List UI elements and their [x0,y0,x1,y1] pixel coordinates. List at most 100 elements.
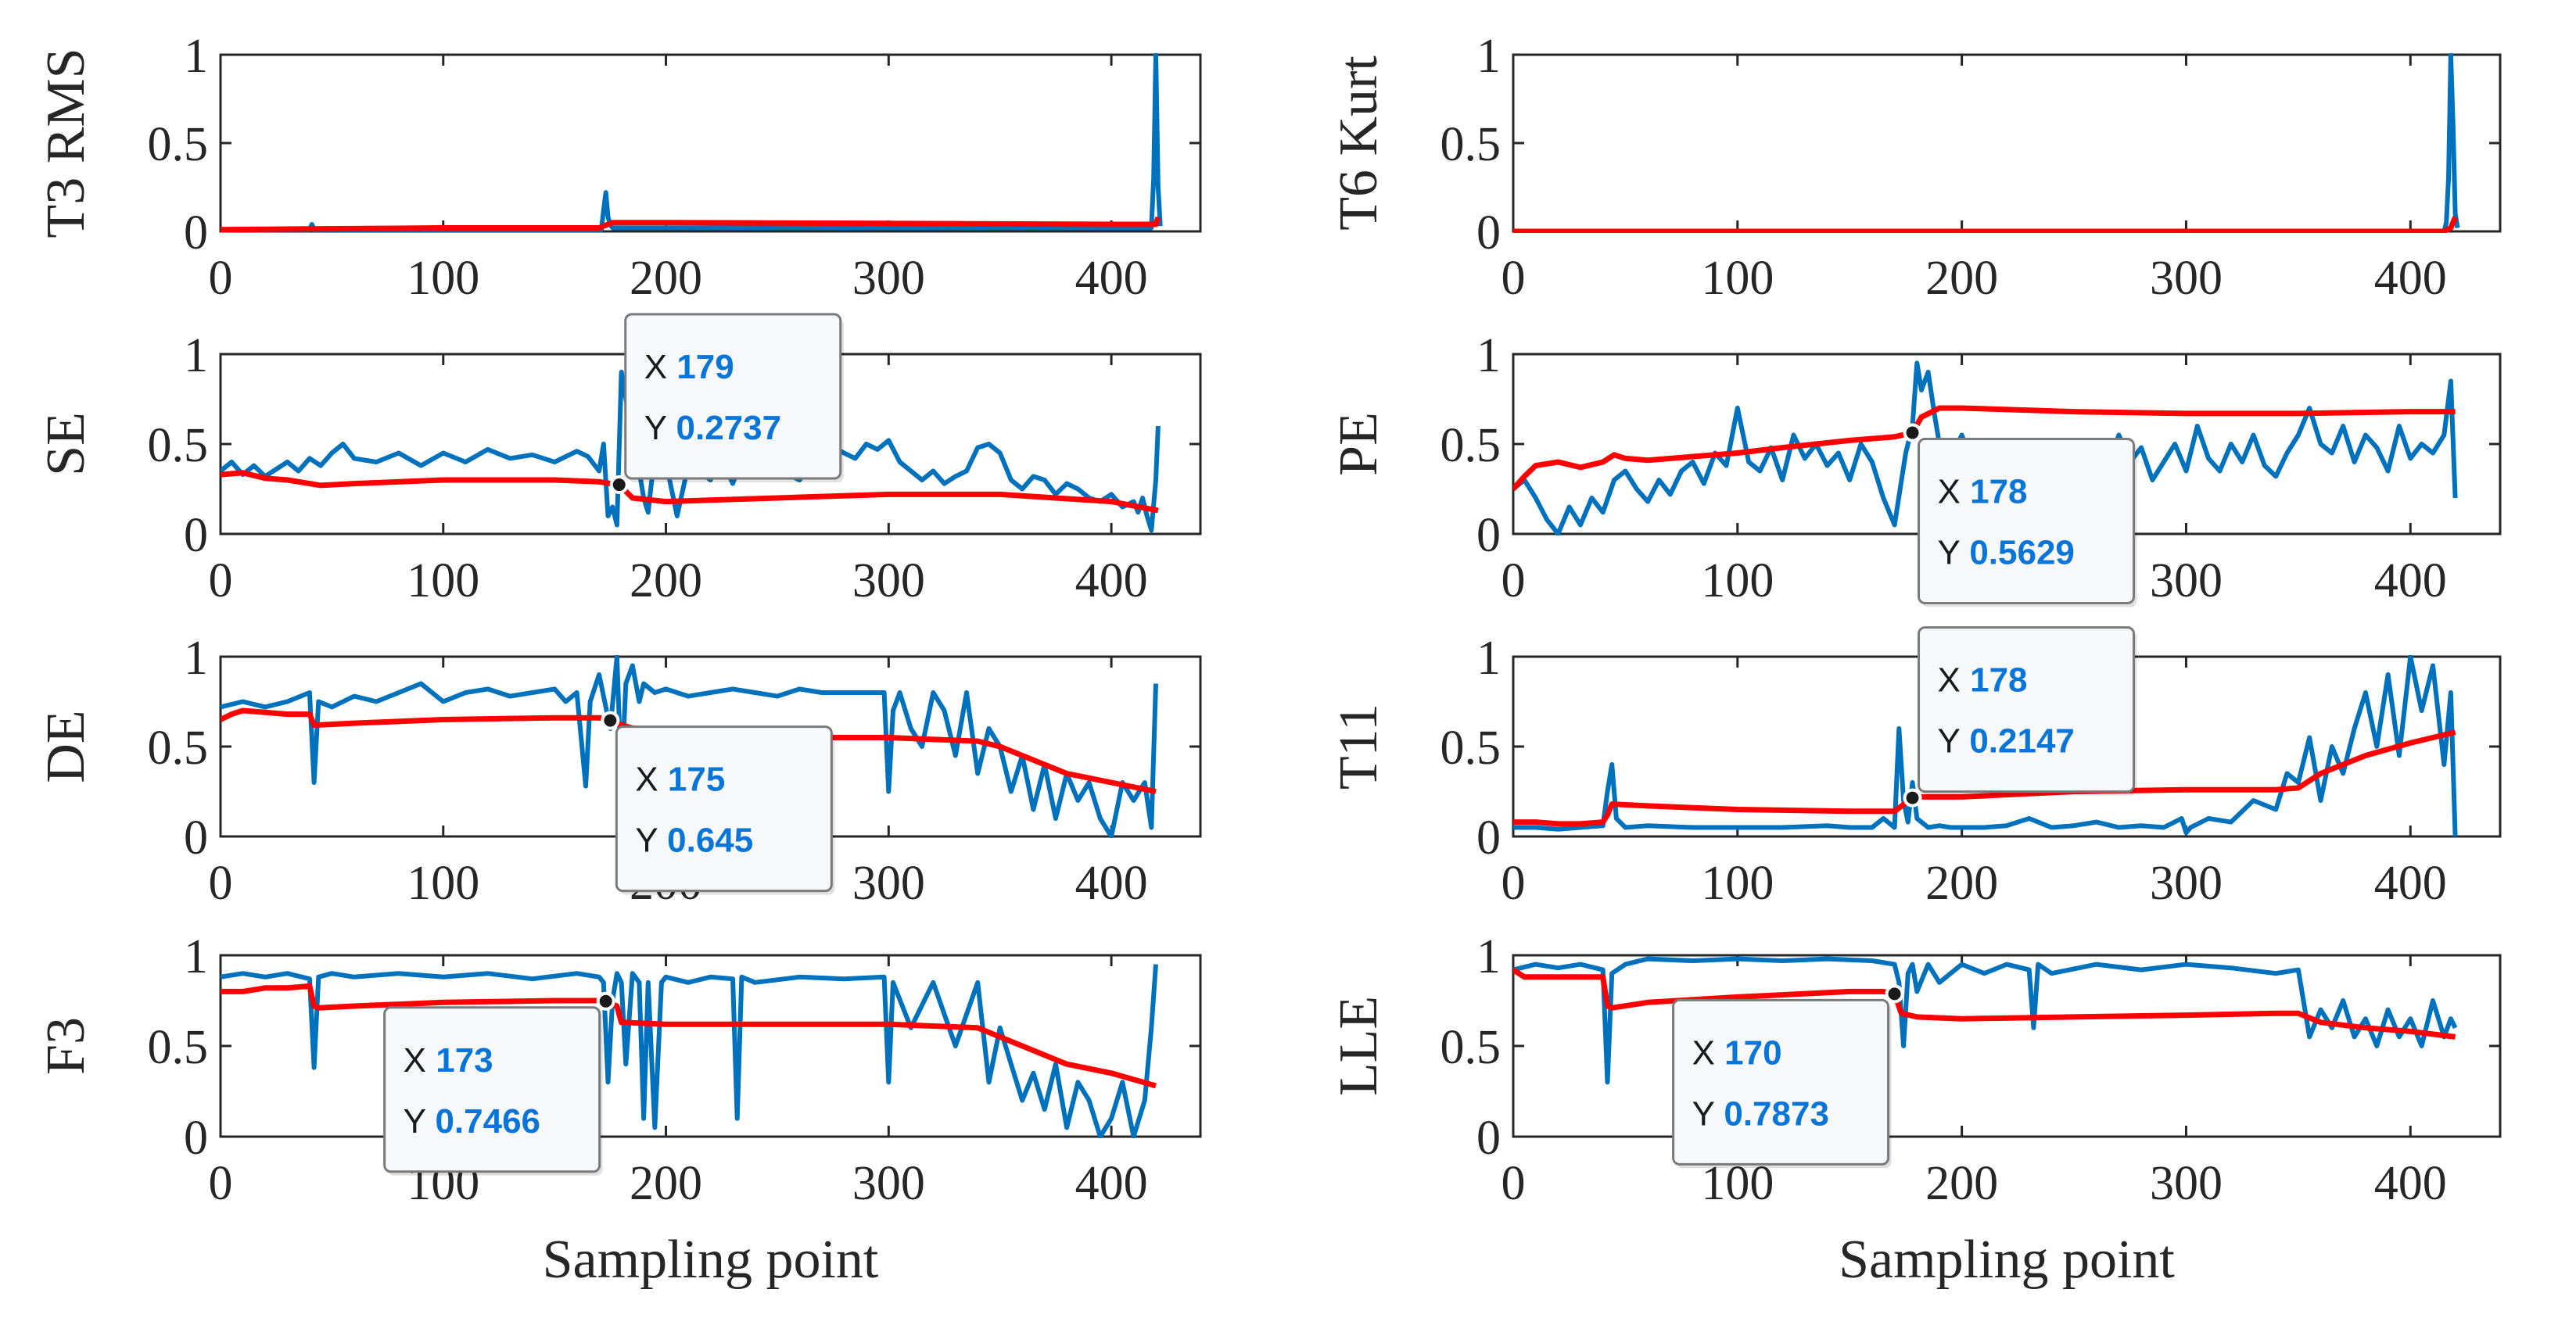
datatip-box [1672,998,1890,1166]
y-tick-label: 0 [184,1112,208,1165]
y-tick-label: 0.5 [148,419,209,472]
datatip-y-row: Y 0.7873 [1692,1094,1829,1133]
datatip-marker [1903,788,1922,808]
series-line-raw [221,964,1158,1138]
datatip-box [383,1006,601,1173]
datatip-y-row: Y 0.7466 [404,1102,540,1141]
datatip-box [615,725,833,893]
x-tick-label: 200 [1925,857,1998,910]
datatip-y-label: Y [1938,534,1970,572]
datatip-marker [1885,984,1904,1004]
y-tick-label: 0.5 [148,722,209,775]
x-tick-label: 100 [407,857,479,910]
x-axis-label: Sampling point [1839,1230,2175,1290]
datatip-x-row: X 178 [1938,473,2028,511]
y-tick-label: 1 [1476,632,1501,685]
x-tick-label: 100 [1701,554,1774,607]
x-axis-label: Sampling point [543,1230,879,1290]
datatip-y-value: 0.645 [667,822,753,860]
x-tick-label: 100 [407,252,479,305]
y-axis-label: T3 RMS [36,48,96,238]
y-tick-label: 0.5 [1440,419,1501,472]
datatip-x-row: X 173 [404,1041,493,1080]
series-line-trend [1513,729,2456,827]
datatip-marker [596,991,615,1011]
datatip-y-label: Y [644,409,676,447]
x-tick-label: 300 [852,1157,925,1210]
series-line-trend [221,470,1159,514]
x-tick-label: 400 [1075,1157,1148,1210]
y-axis-label: T11 [1329,704,1389,790]
datatip-box [1918,626,2136,793]
datatip-x-label: X [1938,473,1971,511]
x-tick-label: 100 [1701,252,1774,305]
x-tick-label: 400 [1075,554,1148,607]
x-tick-label: 300 [852,554,925,607]
x-tick-label: 0 [1501,1157,1526,1210]
datatip-y-value: 0.2737 [676,409,782,447]
y-tick-label: 0 [184,811,208,865]
series-line-raw [1513,655,2458,837]
y-axis-label: T6 Kurt [1329,56,1389,231]
y-axis-label: LLE [1329,996,1389,1096]
datatip-y-value: 0.5629 [1969,534,2075,572]
x-tick-label: 200 [630,554,702,607]
datatip-box [1918,438,2136,605]
datatip-x-value: 178 [1970,473,2027,511]
x-tick-label: 400 [2374,857,2447,910]
datatip: X 173 Y 0.7466 [383,991,615,1176]
datatip-x-label: X [404,1041,436,1080]
datatip-y-label: Y [635,822,667,860]
x-tick-label: 0 [209,252,233,305]
x-tick-label: 300 [2150,252,2223,305]
datatip-x-row: X 178 [1938,661,2028,700]
axes-box [1512,53,2502,233]
y-tick-label: 0 [1476,811,1501,865]
datatip-x-label: X [1938,661,1971,700]
x-tick-label: 200 [630,1157,702,1210]
series-line-raw [221,370,1161,533]
y-tick-label: 1 [184,30,208,83]
x-tick-label: 400 [1075,857,1148,910]
datatip-marker [601,711,620,730]
subplot-t11: 0 100 200 300 400 0 0.5 1 T11 [1329,632,2502,910]
datatip-y-row: Y 0.5629 [1938,534,2075,572]
datatip-y-value: 0.7466 [435,1102,540,1141]
y-tick-label: 0 [1476,1112,1501,1165]
datatip-x-value: 175 [668,761,725,799]
y-axis-label: F3 [36,1017,96,1075]
series-line-raw [1513,956,2458,1085]
subplot-lle: 0 100 200 300 400 0 0.5 1 LLE Sampling point [1329,930,2502,1290]
datatip-x-row: X 175 [635,761,725,799]
axes-box [219,53,1202,233]
y-tick-label: 0.5 [1440,118,1501,171]
y-tick-label: 1 [184,329,208,382]
datatip-x-row: X 179 [644,348,734,386]
datatip-y-value: 0.7873 [1724,1094,1829,1133]
x-tick-label: 300 [852,252,925,305]
y-axis-label: PE [1329,412,1389,476]
datatip-box [624,313,842,480]
x-tick-label: 0 [209,554,233,607]
axes-box [1512,954,2502,1138]
datatip: X 179 Y 0.2737 [609,313,844,495]
datatip-y-label: Y [404,1102,436,1141]
datatip-x-label: X [635,761,668,799]
datatip-y-row: Y 0.645 [635,822,753,860]
y-tick-label: 0.5 [148,1021,209,1074]
x-tick-label: 300 [2150,857,2223,910]
subplot-se: 0 100 200 300 400 0 0.5 1 SE [36,329,1202,607]
x-tick-label: 200 [1925,252,1998,305]
x-tick-label: 400 [1075,252,1148,305]
y-axis-label: SE [36,412,96,476]
y-tick-label: 0 [1476,206,1501,260]
datatip-y-row: Y 0.2737 [644,409,781,447]
y-tick-label: 1 [1476,329,1501,382]
x-tick-label: 0 [209,1157,233,1210]
y-tick-label: 1 [184,930,208,983]
x-tick-label: 200 [1925,1157,1998,1210]
axes-box [219,954,1202,1138]
